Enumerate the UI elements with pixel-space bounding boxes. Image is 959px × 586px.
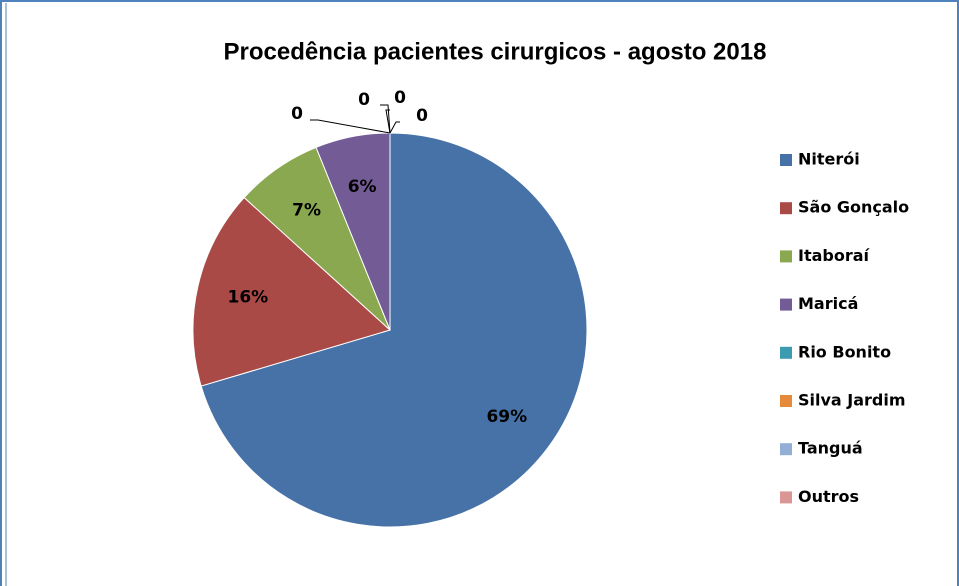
legend-label: Maricá <box>798 294 858 313</box>
pie-slice <box>192 196 391 387</box>
legend-label: Outros <box>798 487 859 506</box>
legend-swatch <box>780 202 792 215</box>
legend-label: Niterói <box>798 150 860 169</box>
data-label: 0 <box>358 90 370 110</box>
data-label: 69% <box>486 407 527 427</box>
legend-label: Tanguá <box>798 439 863 458</box>
legend-swatch <box>780 443 792 456</box>
data-label: 6% <box>348 177 377 197</box>
legend-swatch <box>780 298 792 311</box>
legend-label: Itaboraí <box>798 246 871 265</box>
data-label: 0 <box>416 106 428 126</box>
chart-title: Procedência pacientes cirurgicos - agost… <box>224 38 767 65</box>
legend-label: Silva Jardim <box>798 391 906 410</box>
legend-swatch <box>780 491 792 504</box>
legend-swatch <box>780 250 792 263</box>
leader-line <box>385 109 391 134</box>
leader-line <box>389 121 400 134</box>
data-label: 7% <box>292 200 321 220</box>
legend-label: Rio Bonito <box>798 342 891 361</box>
legend-swatch <box>780 154 792 166</box>
pie-slice <box>200 132 588 528</box>
legend-swatch <box>780 346 792 359</box>
data-label: 0 <box>394 88 406 108</box>
data-label: 0 <box>291 104 303 124</box>
data-label: 16% <box>228 288 269 308</box>
leader-line <box>380 104 391 134</box>
legend-label: São Gonçalo <box>798 198 909 217</box>
leader-line <box>310 119 391 134</box>
legend-swatch <box>780 395 792 407</box>
